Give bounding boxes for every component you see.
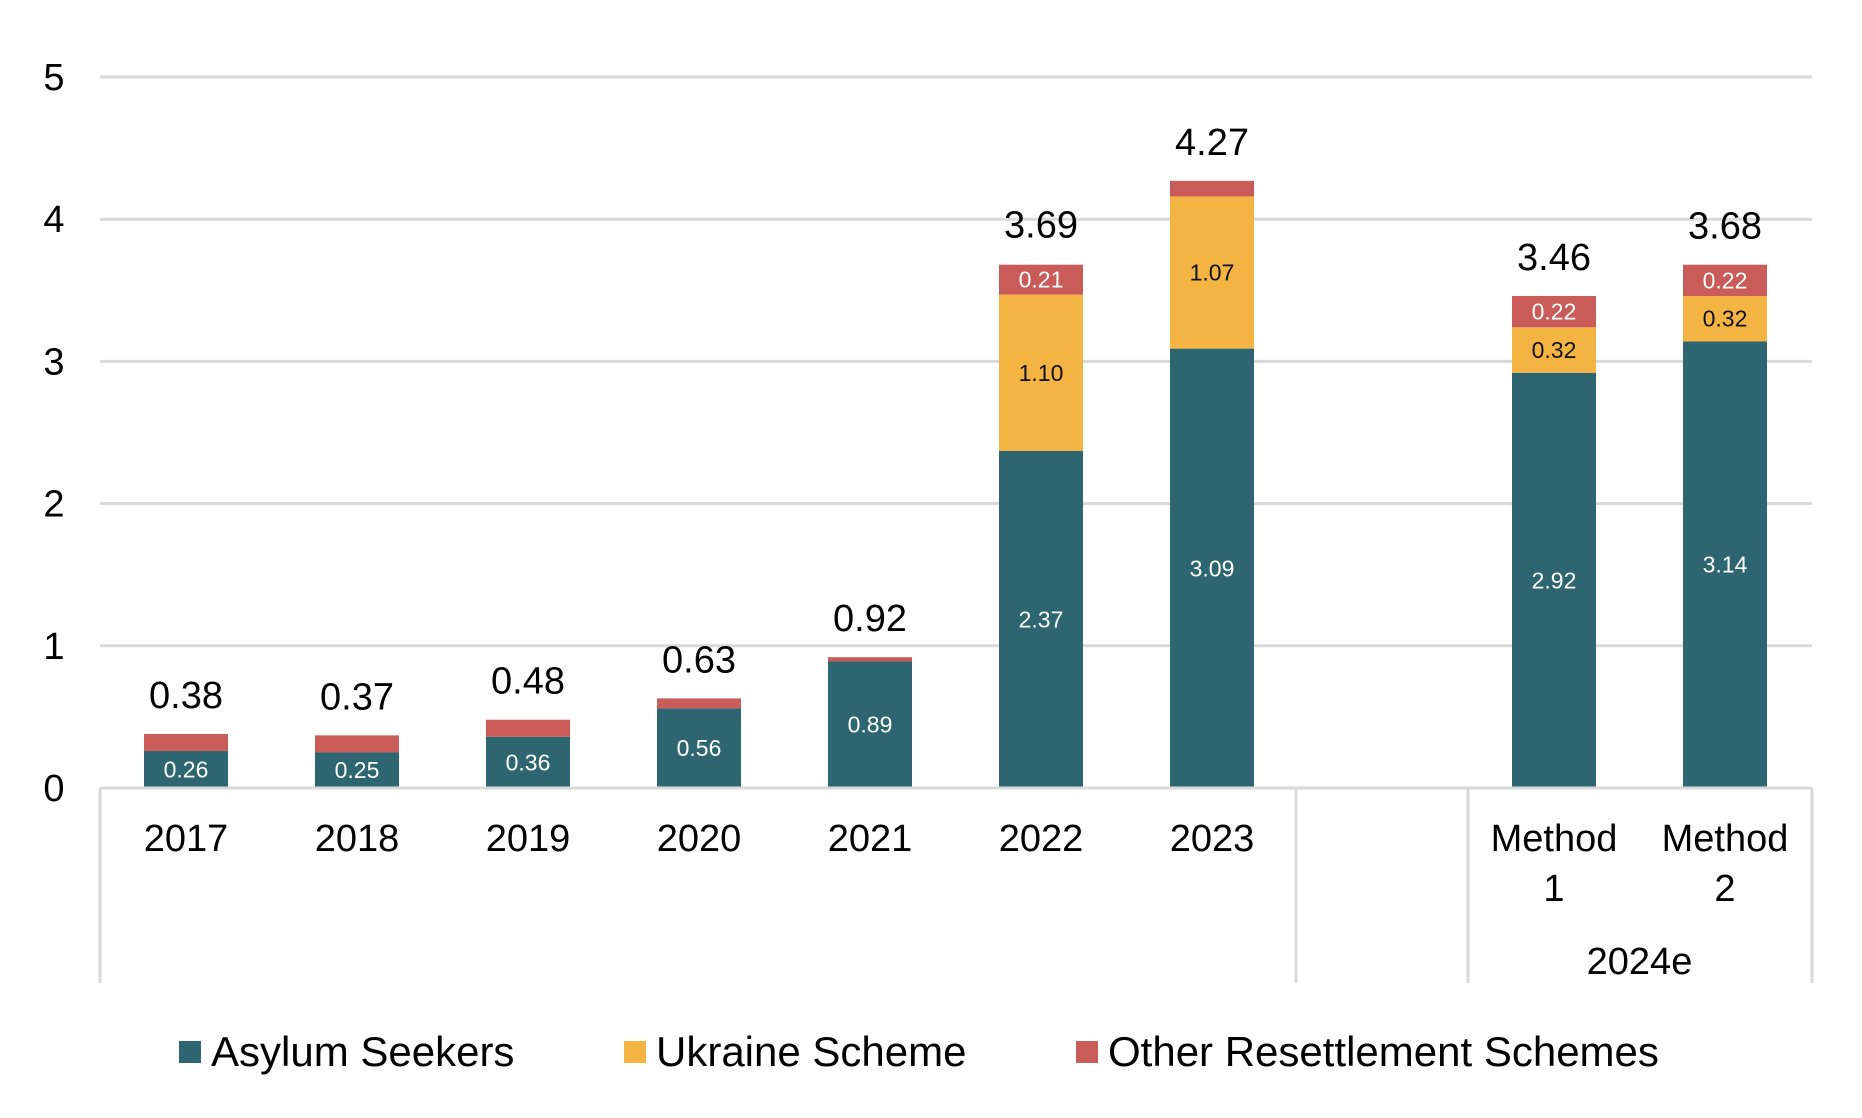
bar-stack-2021: 0.89 0.92: [828, 598, 912, 788]
bar-segment-other-resettlement-schemes: [1170, 180, 1254, 197]
bar-segment-asylum-seekers: [315, 752, 399, 788]
y-tick-label: 5: [43, 57, 64, 99]
x-tick-label: 2023: [1170, 818, 1255, 860]
total-label: 3.46: [1517, 237, 1591, 279]
total-label: 4.27: [1175, 122, 1249, 164]
x-tick-label: 2021: [828, 818, 913, 860]
y-tick-label: 4: [43, 199, 64, 241]
bar-stack-2019: 0.36 0.48: [486, 661, 570, 788]
segment-data-label: 0.89: [848, 712, 893, 738]
total-label: 3.69: [1004, 204, 1078, 246]
y-tick-label: 2: [43, 484, 64, 526]
y-tick-label: 1: [43, 626, 64, 668]
segment-data-label: 0.26: [164, 757, 209, 783]
segment-data-label: 1.10: [1019, 360, 1064, 386]
segment-data-label: 0.56: [677, 735, 722, 761]
bar-segment-ukraine-scheme: [1512, 327, 1596, 373]
legend-item-ukraine-scheme: Ukraine Scheme: [624, 1028, 966, 1075]
bar-segment-other-resettlement-schemes: [828, 657, 912, 662]
segment-data-label: 3.14: [1703, 552, 1748, 578]
x-tick-label: 2: [1714, 868, 1735, 910]
x-tick-label: 2020: [657, 818, 742, 860]
legend-item-other-resettlement-schemes: Other Resettlement Schemes: [1076, 1028, 1659, 1075]
x-tick-label: Method: [1491, 818, 1618, 860]
segment-data-label: 2.37: [1019, 606, 1064, 632]
bar-segment-asylum-seekers: [828, 661, 912, 788]
bar-segment-other-resettlement-schemes: [1683, 264, 1767, 296]
total-label: 0.92: [833, 598, 907, 640]
y-tick-label: 0: [43, 768, 64, 810]
segment-data-label: 0.32: [1703, 306, 1748, 332]
legend-label: Ukraine Scheme: [656, 1028, 966, 1075]
legend-swatch: [624, 1041, 646, 1063]
x-tick-label: 2017: [144, 818, 229, 860]
legend-label: Asylum Seekers: [211, 1028, 514, 1075]
bar-segment-ukraine-scheme: [1683, 295, 1767, 342]
total-label: 0.48: [491, 661, 565, 703]
segment-data-label: 0.32: [1532, 337, 1577, 363]
x-tick-label: 2019: [486, 818, 571, 860]
bar-stack-2023: 3.09 1.07 4.27: [1170, 122, 1254, 788]
x-axis: 2017 2018 2019 2020 2021 2022 2023 Method 1 Metho…: [98, 786, 1814, 983]
bar-stack-2022: 2.37 1.10 0.21 3.69: [999, 204, 1083, 788]
total-label: 3.68: [1688, 206, 1762, 248]
x-tick-label: 1: [1543, 868, 1564, 910]
legend-swatch: [1076, 1041, 1098, 1063]
segment-data-label: 3.09: [1190, 555, 1235, 581]
bar-segment-other-resettlement-schemes: [315, 735, 399, 753]
x-group-label: 2024e: [1587, 941, 1693, 983]
bar-segment-other-resettlement-schemes: [657, 698, 741, 709]
bar-segment-asylum-seekers: [999, 450, 1083, 788]
bars: 0.26 0.38 0.25 0.37 0.36 0.48 0.56 0.63 0.89 0.92…: [144, 122, 1767, 788]
bar-segment-ukraine-scheme: [999, 294, 1083, 451]
x-tick-label: 2022: [999, 818, 1084, 860]
segment-data-label: 0.36: [506, 749, 551, 775]
bar-segment-other-resettlement-schemes: [1512, 295, 1596, 328]
bar-segment-ukraine-scheme: [1170, 196, 1254, 349]
bar-stack-method-1: 2.92 0.32 0.22 3.46: [1512, 237, 1596, 788]
y-axis-ticks: 0 1 2 3 4 5: [43, 57, 64, 810]
segment-data-label: 0.21: [1019, 267, 1064, 293]
segment-data-label: 0.22: [1703, 267, 1748, 293]
total-label: 0.37: [320, 676, 394, 718]
total-label: 0.38: [149, 675, 223, 717]
bar-stack-method-2: 3.14 0.32 0.22 3.68: [1683, 206, 1767, 788]
y-tick-label: 3: [43, 341, 64, 383]
bar-segment-asylum-seekers: [486, 736, 570, 788]
bar-segment-asylum-seekers: [657, 708, 741, 788]
bar-segment-asylum-seekers: [144, 751, 228, 788]
legend-label: Other Resettlement Schemes: [1108, 1028, 1659, 1075]
x-tick-label: Method: [1662, 818, 1789, 860]
segment-data-label: 2.92: [1532, 567, 1577, 593]
bar-segment-asylum-seekers: [1683, 341, 1767, 788]
bar-stack-2018: 0.25 0.37: [315, 676, 399, 788]
bar-segment-other-resettlement-schemes: [999, 264, 1083, 295]
legend-swatch: [179, 1041, 201, 1063]
bar-segment-other-resettlement-schemes: [486, 719, 570, 737]
x-tick-label: 2018: [315, 818, 400, 860]
segment-data-label: 1.07: [1190, 260, 1235, 286]
segment-data-label: 0.25: [335, 757, 380, 783]
bar-stack-2017: 0.26 0.38: [144, 675, 228, 788]
bar-segment-other-resettlement-schemes: [144, 733, 228, 752]
legend-item-asylum-seekers: Asylum Seekers: [179, 1028, 514, 1075]
bar-segment-asylum-seekers: [1512, 372, 1596, 788]
bar-stack-2020: 0.56 0.63: [657, 639, 741, 788]
total-label: 0.63: [662, 639, 736, 681]
bar-segment-asylum-seekers: [1170, 348, 1254, 788]
segment-data-label: 0.22: [1532, 299, 1577, 325]
legend: Asylum Seekers Ukraine Scheme Other Resett…: [179, 1028, 1659, 1075]
